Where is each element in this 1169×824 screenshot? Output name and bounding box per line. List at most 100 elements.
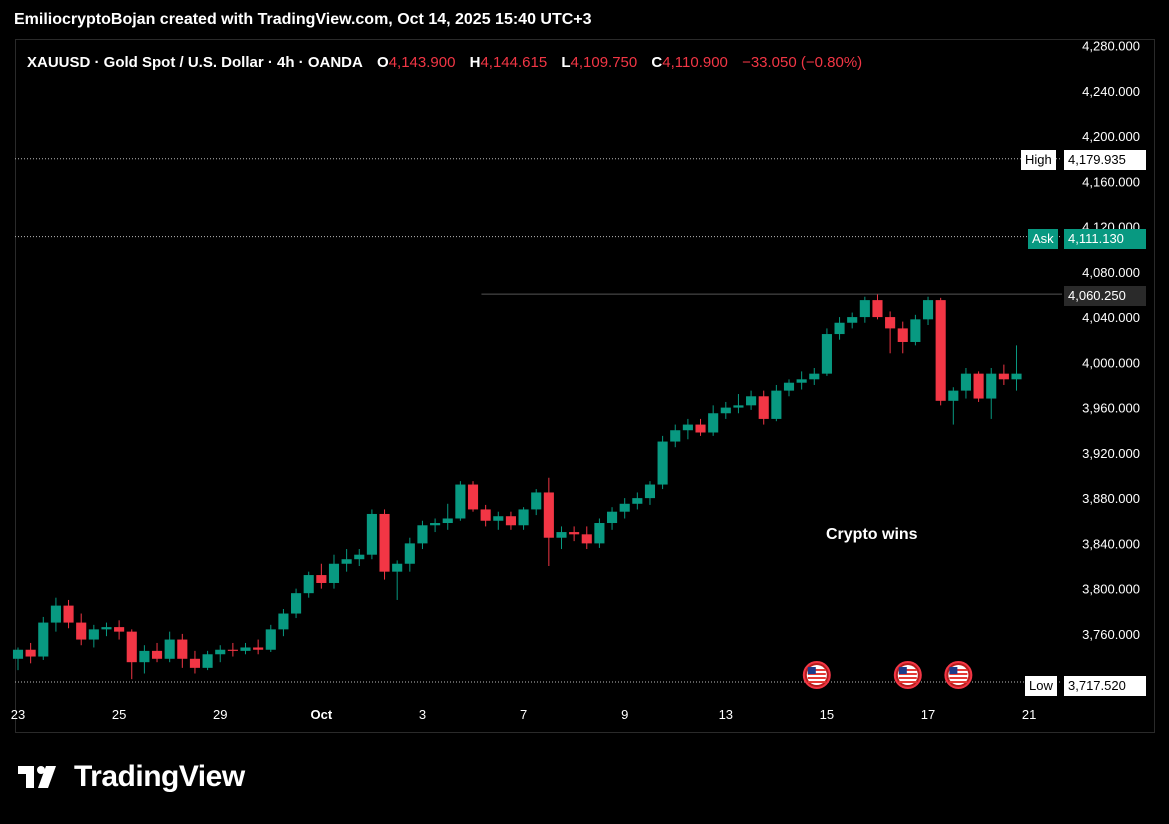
x-tick-label: 21 (1022, 707, 1036, 722)
flag-stripe (949, 673, 968, 675)
candle-up (556, 532, 567, 538)
chart-annotation[interactable]: Crypto wins (826, 526, 918, 543)
candle-up (809, 373, 820, 380)
candle-up (859, 300, 870, 318)
candle-up (38, 622, 49, 657)
candle-up (720, 407, 731, 414)
candle-up (493, 516, 504, 521)
candle-down (543, 492, 554, 538)
flag-stripe (949, 669, 968, 671)
flag-stripe (807, 669, 826, 671)
candle-down (63, 605, 74, 623)
tradingview-logo-icon (18, 766, 56, 788)
candle-up (922, 300, 934, 320)
candle-down (151, 650, 163, 659)
candle-down (569, 532, 580, 535)
candle-down (76, 622, 87, 640)
y-tick-label: 4,160.000 (1082, 174, 1140, 189)
flag-canton (949, 667, 958, 674)
high-price-tag: 4,179.935 (1064, 150, 1146, 170)
tradingview-brand[interactable]: TradingView (16, 760, 245, 794)
candle-up (291, 593, 302, 614)
candle-up (682, 424, 693, 431)
low-label: L (561, 54, 571, 71)
flag-stripe (807, 677, 826, 679)
candle-up (278, 613, 289, 630)
candle-up (215, 649, 226, 655)
candle-down (467, 484, 479, 510)
symbol-name[interactable]: XAUUSD · Gold Spot / U.S. Dollar · 4h · … (27, 54, 363, 71)
candle-down (581, 534, 592, 544)
candle-up (202, 654, 213, 668)
candle-up (341, 559, 352, 564)
candle-up (265, 629, 276, 650)
flag-stripe (898, 677, 917, 679)
candle-up (1011, 373, 1022, 380)
candle-up (442, 518, 453, 524)
candle-up (847, 317, 858, 323)
candle-up (644, 484, 656, 499)
close-value: 4,110.900 (662, 54, 728, 71)
candle-down (973, 373, 984, 399)
y-tick-label: 3,960.000 (1082, 401, 1140, 416)
y-tick-label: 3,800.000 (1082, 582, 1140, 597)
candle-up (796, 379, 807, 383)
candle-down (114, 627, 125, 632)
candle-down (872, 300, 883, 318)
candle-up (12, 649, 24, 659)
flag-stripe (898, 669, 917, 671)
y-tick-label: 4,080.000 (1082, 265, 1140, 280)
candle-up (834, 322, 845, 335)
open-value: 4,143.900 (388, 54, 456, 71)
y-tick-label: 3,920.000 (1082, 446, 1140, 461)
x-tick-label: 13 (719, 707, 733, 722)
y-tick-label: 3,760.000 (1082, 627, 1140, 642)
candle-up (455, 484, 466, 519)
x-tick-label: 7 (520, 707, 527, 722)
candle-up (366, 513, 377, 555)
candle-up (986, 373, 997, 399)
y-tick-label: 3,840.000 (1082, 536, 1140, 551)
flag-stripe (949, 681, 968, 683)
flag-canton (807, 667, 816, 674)
symbol-legend: XAUUSD · Gold Spot / U.S. Dollar · 4h · … (27, 54, 862, 71)
candle-down (379, 513, 390, 572)
candle-up (708, 413, 719, 433)
high-value: 4,144.615 (480, 54, 548, 71)
flag-stripe (898, 673, 917, 675)
flag-stripe (898, 681, 917, 683)
x-tick-label: 25 (112, 707, 126, 722)
candle-down (316, 575, 327, 583)
x-tick-label: 3 (419, 707, 426, 722)
candle-up (354, 554, 365, 560)
candle-up (328, 563, 340, 583)
high-label-tag: High (1021, 150, 1056, 170)
candle-down (758, 396, 769, 419)
flag-stripe (949, 677, 968, 679)
candle-down (480, 509, 491, 521)
candle-down (177, 639, 188, 659)
candle-down (25, 649, 36, 657)
x-tick-label: 23 (11, 707, 25, 722)
ask-price-tag: 4,111.130 (1064, 229, 1146, 249)
candle-up (101, 627, 112, 630)
brand-name: TradingView (74, 760, 245, 793)
candle-up (960, 373, 972, 391)
low-value: 4,109.750 (570, 54, 638, 71)
flag-stripe (807, 673, 826, 675)
candle-up (164, 639, 175, 659)
high-label: H (469, 54, 481, 71)
candle-up (632, 498, 643, 504)
y-tick-label: 4,200.000 (1082, 129, 1140, 144)
x-tick-label: Oct (311, 707, 333, 722)
candle-down (998, 373, 1009, 380)
candle-up (50, 605, 61, 623)
candle-down (935, 300, 946, 401)
candle-up (518, 509, 529, 526)
x-tick-label: 29 (213, 707, 227, 722)
y-tick-label: 4,000.000 (1082, 355, 1140, 370)
y-tick-label: 4,280.000 (1082, 39, 1140, 54)
candle-down (126, 631, 137, 663)
open-label: O (377, 54, 389, 71)
